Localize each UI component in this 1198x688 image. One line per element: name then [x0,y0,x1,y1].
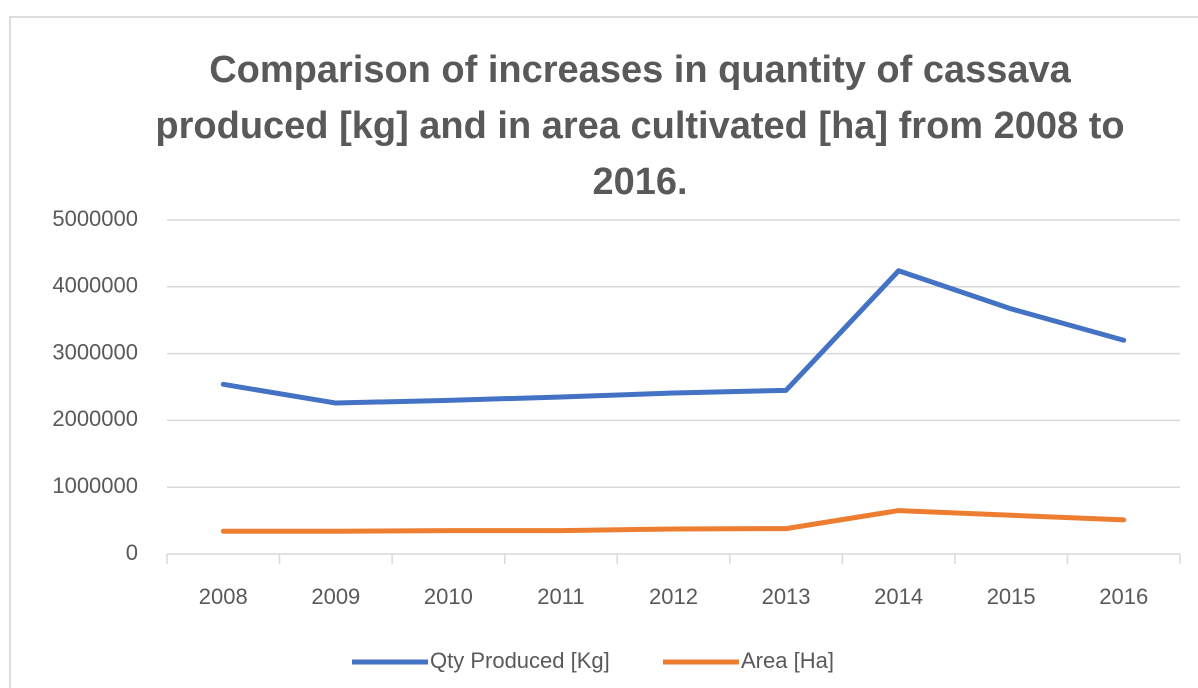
y-tick-label: 0 [126,540,138,565]
y-tick-label: 3000000 [52,339,138,364]
y-tick-label: 2000000 [52,406,138,431]
series-line [220,268,1127,406]
legend-label: Qty Produced [Kg] [430,648,610,673]
chart-title: Comparison of increases in quantity of c… [155,49,1125,203]
series-line [220,508,1127,534]
x-tick-label: 2008 [199,584,248,609]
x-tick-label: 2011 [537,584,584,609]
x-tick-label: 2013 [762,584,811,609]
y-tick-label: 1000000 [52,473,138,498]
y-tick-label: 5000000 [52,206,138,231]
x-tick-label: 2010 [424,584,473,609]
chart-border [9,16,1198,688]
x-tick-label: 2015 [987,584,1036,609]
legend-label: Area [Ha] [741,648,834,673]
y-tick-label: 4000000 [52,273,138,298]
x-tick-label: 2012 [649,584,698,609]
x-tick-label: 2016 [1099,584,1148,609]
x-tick-label: 2014 [874,584,923,609]
x-tick-label: 2009 [311,584,360,609]
